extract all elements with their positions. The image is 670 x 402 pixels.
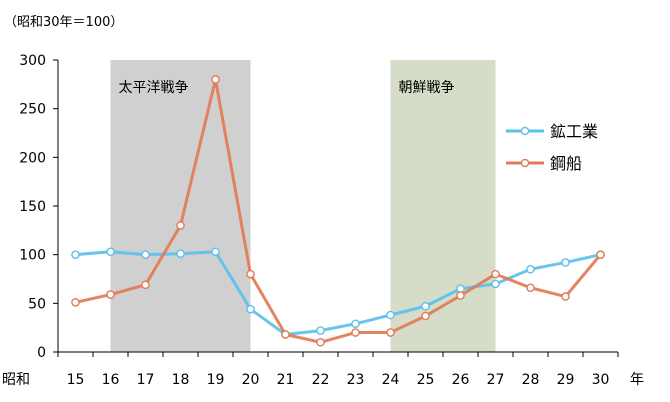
- x-tick-label-25: 25: [417, 372, 435, 388]
- x-tick-label-22: 22: [312, 372, 330, 388]
- axis-ticks: 0 50 100 150 200 250 300 15 16 17 18 19 20 21 22 23 24 25…: [19, 53, 619, 388]
- x-axis-prefix: 昭和: [2, 372, 30, 388]
- series-0-point-18: [176, 249, 185, 258]
- x-tick-label-24: 24: [382, 372, 400, 388]
- event-band-1: [390, 60, 496, 352]
- x-tick-label-18: 18: [172, 372, 190, 388]
- y-tick-label-150: 150: [19, 199, 46, 215]
- series-1-point-30: [596, 250, 605, 259]
- x-tick-label-23: 23: [347, 372, 365, 388]
- series-1-point-21: [281, 330, 290, 339]
- series-line-1: [75, 77, 602, 344]
- x-tick-label-17: 17: [137, 372, 155, 388]
- y-tick-label-100: 100: [19, 248, 46, 264]
- series-1-point-25: [421, 311, 430, 321]
- series-1-point-28: [526, 283, 535, 293]
- legend-marker-0: [520, 126, 530, 136]
- series-points: [71, 75, 605, 347]
- event-bands: 太平洋戦争 朝鮮戦争: [110, 60, 496, 352]
- series-0-point-29: [561, 258, 570, 267]
- series-0-point-22: [316, 326, 325, 335]
- series-1-point-23: [351, 328, 360, 337]
- x-tick-label-28: 28: [522, 372, 540, 388]
- series-1-point-29: [561, 292, 570, 301]
- series-0-point-19: [211, 247, 220, 257]
- series-1-point-26: [456, 291, 465, 300]
- event-band-label-1: 朝鮮戦争: [399, 80, 455, 96]
- x-tick-label-16: 16: [102, 372, 120, 388]
- series-1-point-22: [316, 337, 325, 347]
- legend-marker-1: [520, 158, 530, 168]
- series-0-point-15: [71, 250, 80, 259]
- series-1-point-20: [246, 269, 255, 279]
- y-tick-label-0: 0: [37, 345, 46, 361]
- event-band-label-0: 太平洋戦争: [119, 80, 189, 96]
- legend-label-1: 鋼船: [550, 154, 582, 173]
- series-0-point-23: [351, 319, 360, 329]
- x-tick-label-26: 26: [452, 372, 470, 388]
- series-0-point-24: [386, 310, 395, 320]
- series-0-point-20: [246, 304, 255, 314]
- x-tick-label-27: 27: [487, 372, 505, 388]
- y-tick-label-200: 200: [19, 150, 46, 166]
- legend-label-0: 鉱工業: [550, 122, 598, 141]
- series-0-point-25: [421, 301, 430, 311]
- series-1-point-17: [141, 280, 150, 290]
- series-1-point-27: [491, 269, 500, 279]
- series-0-point-16: [106, 247, 115, 257]
- y-tick-label-300: 300: [19, 53, 46, 69]
- x-tick-label-30: 30: [592, 372, 610, 388]
- series-1-point-16: [106, 290, 115, 299]
- series-0-point-27: [491, 279, 500, 289]
- x-axis-suffix: 年: [630, 372, 644, 388]
- y-tick-label-250: 250: [19, 102, 46, 118]
- y-tick-label-50: 50: [28, 296, 46, 312]
- x-tick-label-19: 19: [207, 372, 225, 388]
- series-0-point-28: [526, 264, 535, 274]
- series-1-point-24: [386, 328, 395, 337]
- series-1-point-18: [176, 221, 185, 230]
- x-tick-label-21: 21: [277, 372, 295, 388]
- series-1-point-15: [71, 298, 80, 307]
- series-lines: [75, 77, 602, 344]
- unit-note: （昭和30年＝100）: [4, 15, 123, 30]
- series-0-point-17: [141, 250, 150, 259]
- event-band-0: [110, 60, 251, 352]
- x-tick-label-15: 15: [67, 372, 85, 388]
- x-tick-label-29: 29: [557, 372, 575, 388]
- x-tick-label-20: 20: [242, 372, 260, 388]
- series-1-point-19: [211, 75, 220, 84]
